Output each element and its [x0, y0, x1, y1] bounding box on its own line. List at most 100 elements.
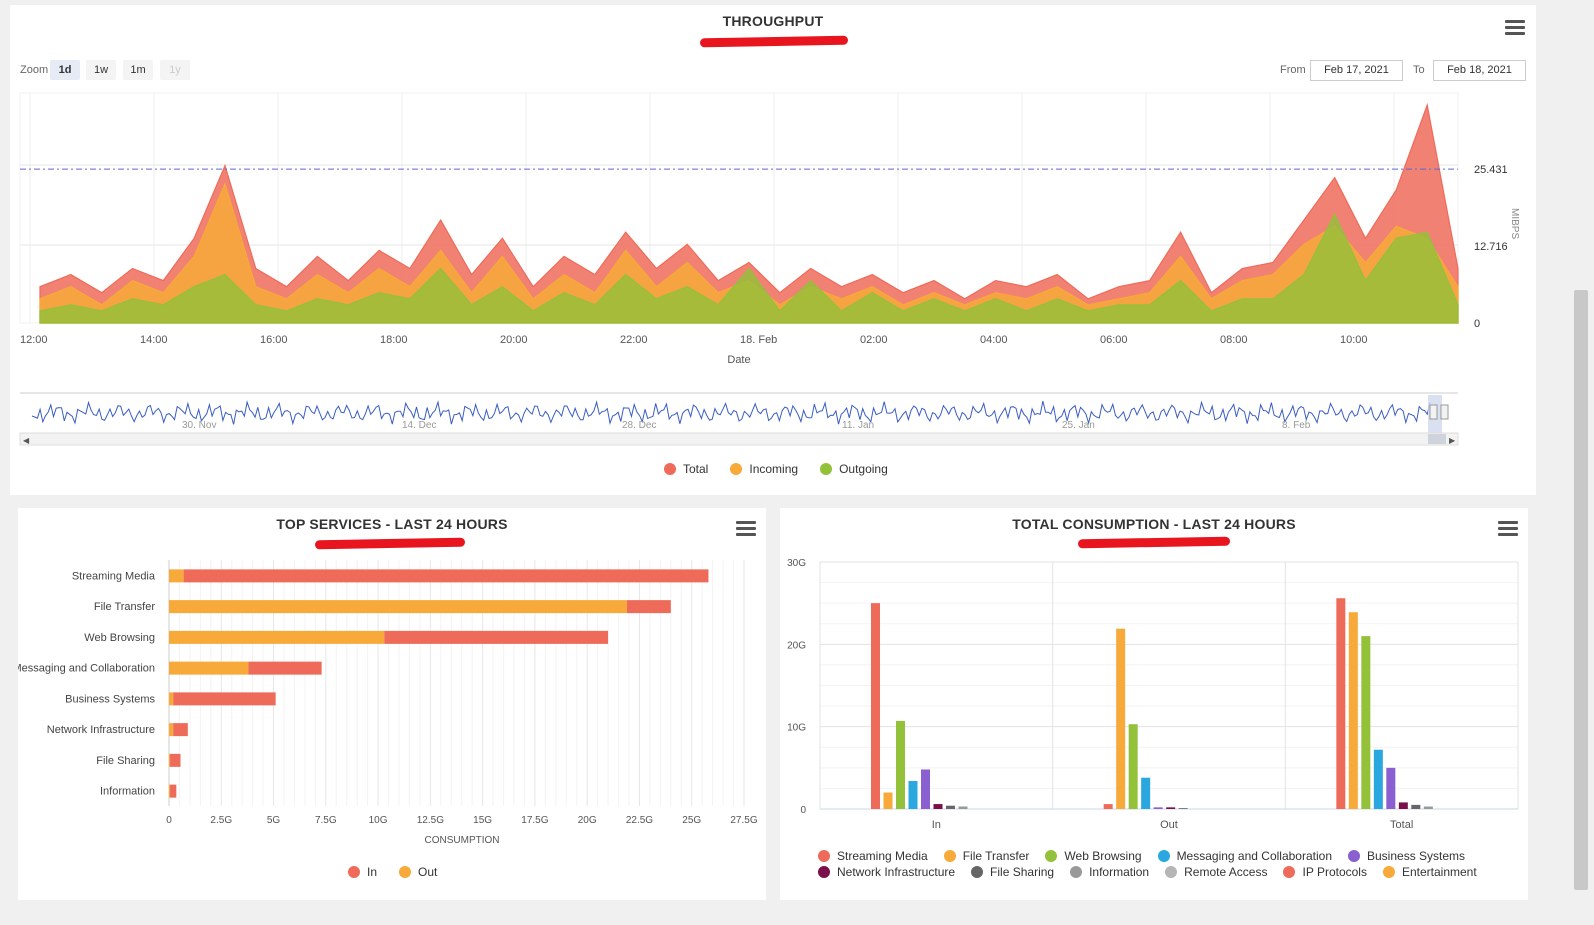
bar-streaming-media[interactable]	[1103, 804, 1113, 809]
legend-label: Network Infrastructure	[837, 865, 956, 879]
bar-messaging-and-collaboration[interactable]	[1373, 749, 1383, 809]
x-tick-label: 12.5G	[417, 815, 444, 826]
bar-messaging-and-collaboration[interactable]	[1141, 777, 1151, 809]
bar-out[interactable]	[169, 569, 184, 583]
bar-in[interactable]	[173, 723, 188, 737]
navigator-tick-label: 28. Dec	[622, 420, 656, 431]
total-consumption-title: TOTAL CONSUMPTION - LAST 24 HOURS	[1012, 516, 1296, 532]
bar-file-sharing[interactable]	[1178, 808, 1188, 809]
scroll-right-arrow-icon[interactable]: ▶	[1449, 436, 1456, 445]
legend-item-entertainment[interactable]: Entertainment	[1382, 865, 1477, 879]
x-axis-label: Date	[727, 354, 750, 366]
bar-business-systems[interactable]	[1386, 767, 1396, 809]
legend-item-outgoing[interactable]: Outgoing	[820, 462, 888, 476]
x-tick-label: 20:00	[500, 334, 528, 346]
y-tick-label: 30G	[787, 558, 806, 569]
legend-item-remote-access[interactable]: Remote Access	[1165, 865, 1267, 879]
to-date-input[interactable]: Feb 18, 2021	[1433, 60, 1526, 81]
bar-file-sharing[interactable]	[946, 805, 955, 809]
legend-dot	[1165, 866, 1178, 878]
bar-business-systems[interactable]	[921, 769, 930, 809]
x-tick-label: 14:00	[140, 334, 168, 346]
legend-label: Out	[418, 865, 438, 879]
bar-web-browsing[interactable]	[1128, 724, 1138, 809]
top-services-panel: TOP SERVICES - LAST 24 HOURS Streaming M…	[18, 508, 766, 900]
bar-messaging-and-collaboration[interactable]	[908, 781, 918, 809]
legend-item-web-browsing[interactable]: Web Browsing	[1045, 849, 1142, 863]
category-label: Web Browsing	[84, 632, 155, 644]
zoom-1y-button[interactable]: 1y	[160, 60, 190, 80]
area-series-outgoing	[39, 212, 1459, 324]
navigator-tick-label: 30. Nov	[182, 420, 216, 431]
bar-streaming-media[interactable]	[871, 603, 880, 809]
legend-dot	[399, 866, 412, 878]
bar-information[interactable]	[1423, 806, 1433, 809]
navigator-scrollbar-thumb[interactable]	[1428, 434, 1446, 444]
bar-in[interactable]	[183, 569, 709, 583]
legend-item-file-sharing[interactable]: File Sharing	[971, 865, 1054, 879]
legend-item-incoming[interactable]: Incoming	[730, 462, 798, 476]
bar-in[interactable]	[170, 784, 177, 798]
navigator-handle-right[interactable]	[1440, 404, 1449, 420]
legend-dot	[971, 866, 984, 878]
category-label: Business Systems	[65, 693, 155, 705]
x-tick-label: 02:00	[860, 334, 888, 346]
legend-item-network-infrastructure[interactable]: Network Infrastructure	[818, 865, 955, 879]
bar-file-transfer[interactable]	[1116, 628, 1126, 809]
bar-web-browsing[interactable]	[896, 720, 905, 809]
category-label: Information	[100, 786, 155, 798]
bar-out[interactable]	[169, 600, 627, 614]
top-services-menu-icon[interactable]	[736, 521, 756, 537]
from-date-input[interactable]: Feb 17, 2021	[1310, 60, 1403, 81]
bar-business-systems[interactable]	[1153, 807, 1163, 809]
zoom-1w-button[interactable]: 1w	[86, 60, 116, 80]
bar-out[interactable]	[169, 753, 171, 767]
navigator[interactable]: 30. Nov 14. Dec 28. Dec 11. Jan 25. Jan 8. Fe…	[19, 392, 1459, 446]
zoom-1d-button[interactable]: 1d	[50, 60, 80, 80]
page-scrollbar[interactable]	[1568, 0, 1594, 925]
legend-item-in[interactable]: In	[348, 865, 377, 879]
bar-web-browsing[interactable]	[1361, 636, 1371, 809]
legend-item-total[interactable]: Total	[664, 462, 708, 476]
bar-in[interactable]	[173, 692, 276, 706]
scrollbar-thumb[interactable]	[1574, 290, 1588, 890]
scroll-left-arrow-icon[interactable]: ◀	[23, 436, 30, 445]
bar-network-infrastructure[interactable]	[1166, 807, 1176, 809]
bar-network-infrastructure[interactable]	[1398, 802, 1408, 809]
bar-file-transfer[interactable]	[883, 792, 893, 809]
bar-out[interactable]	[169, 661, 249, 675]
total-consumption-menu-icon[interactable]	[1498, 521, 1518, 537]
x-tick-label: 16:00	[260, 334, 288, 346]
category-label: File Transfer	[94, 601, 155, 613]
x-tick-label: 17.5G	[521, 815, 548, 826]
bar-in[interactable]	[248, 661, 322, 675]
bar-out[interactable]	[169, 692, 174, 706]
bar-out[interactable]	[169, 630, 385, 644]
legend-item-ip-protocols[interactable]: IP Protocols	[1283, 865, 1367, 879]
top-services-chart: Streaming Media File Transfer Web Browsing…	[18, 560, 758, 846]
legend-item-streaming-media[interactable]: Streaming Media	[818, 849, 928, 863]
legend-item-file-transfer[interactable]: File Transfer	[943, 849, 1029, 863]
bar-network-infrastructure[interactable]	[933, 804, 943, 809]
legend-item-out[interactable]: Out	[399, 865, 437, 879]
bar-information[interactable]	[958, 806, 968, 809]
legend-dot	[348, 866, 360, 878]
bar-in[interactable]	[384, 630, 609, 644]
bar-out[interactable]	[169, 784, 171, 798]
legend-label: Web Browsing	[1064, 849, 1142, 863]
legend-item-information[interactable]: Information	[1070, 865, 1149, 879]
legend-label: In	[367, 865, 378, 879]
zoom-1m-button[interactable]: 1m	[123, 60, 153, 80]
bar-out[interactable]	[169, 723, 174, 737]
bar-in[interactable]	[626, 600, 671, 614]
bar-file-transfer[interactable]	[1348, 612, 1358, 809]
navigator-handle-left[interactable]	[1429, 404, 1438, 420]
bar-file-sharing[interactable]	[1411, 804, 1421, 809]
navigator-scrollbar[interactable]	[19, 432, 1459, 446]
bar-streaming-media[interactable]	[1336, 598, 1346, 809]
bar-in[interactable]	[170, 753, 181, 767]
legend-item-business-systems[interactable]: Business Systems	[1348, 849, 1465, 863]
from-label: From	[1280, 64, 1306, 76]
throughput-menu-icon[interactable]	[1505, 20, 1525, 36]
legend-item-messaging-and-collaboration[interactable]: Messaging and Collaboration	[1157, 849, 1332, 863]
